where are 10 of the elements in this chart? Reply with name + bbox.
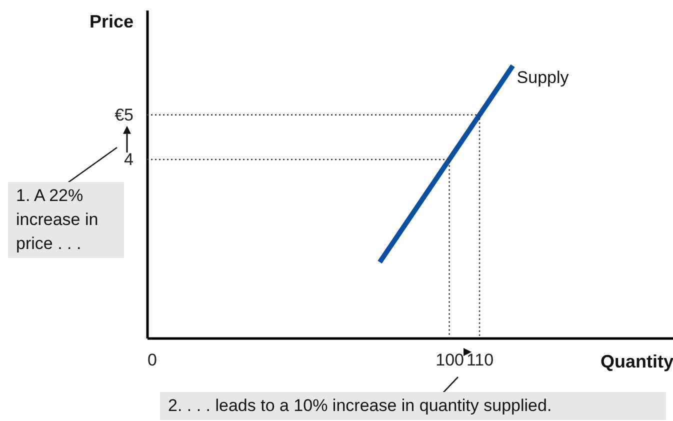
y-tick-label: 4 <box>124 150 134 169</box>
y-axis-title: Price <box>89 12 134 32</box>
text: 1. A 22% increase in price . . . <box>8 182 124 258</box>
x-axis-title: Quantity <box>600 352 673 372</box>
text: 2. . . . leads to a 10% increase in quantity supplied. <box>160 392 666 420</box>
series-label: Supply <box>516 68 570 87</box>
x-tick-label: 0 <box>148 350 157 370</box>
x-tick-label: 110 <box>466 350 494 370</box>
x-tick-label: 100 <box>436 350 464 370</box>
y-tick-label: €5 <box>114 105 134 124</box>
